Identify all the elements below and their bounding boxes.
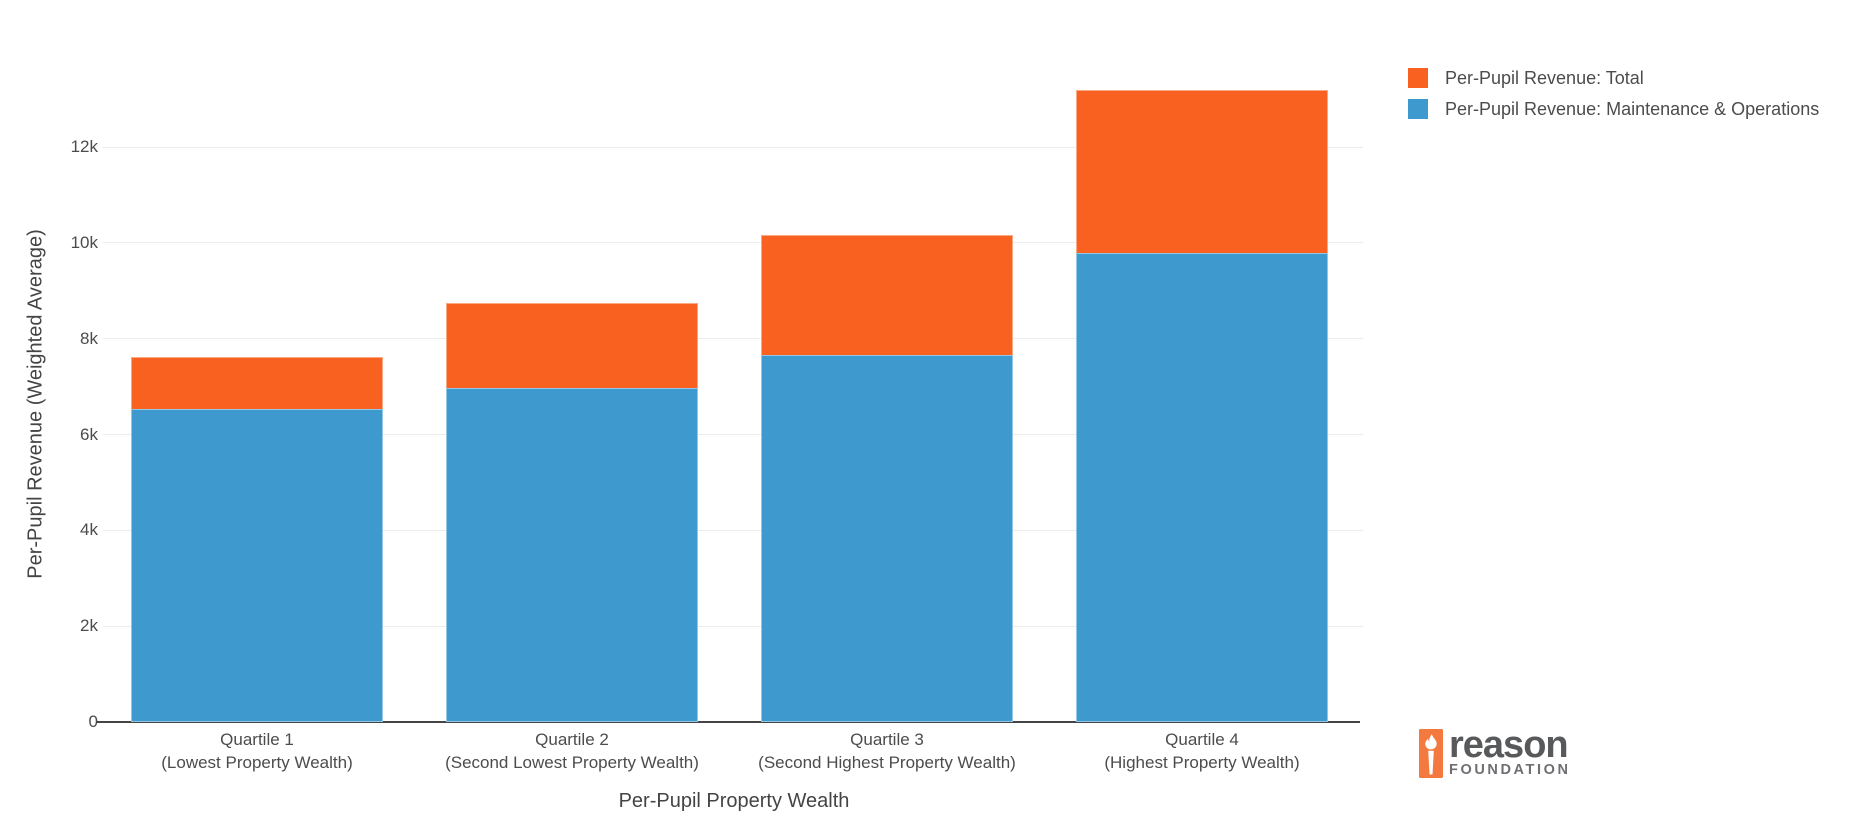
x-axis-title: Per-Pupil Property Wealth: [618, 790, 850, 812]
legend-swatch-icon: [1408, 68, 1428, 88]
gridline-10k: [103, 242, 1363, 244]
x-axis-line: [96, 721, 1360, 723]
bar-maintenance-operations-q1[interactable]: [131, 408, 383, 722]
legend-label: Per-Pupil Revenue: Maintenance & Operati…: [1445, 98, 1820, 119]
legend-item-total[interactable]: Per-Pupil Revenue: Total: [1408, 66, 1644, 90]
gridline-8k: [103, 338, 1363, 340]
legend-label: Per-Pupil Revenue: Total: [1445, 67, 1644, 88]
x-tick-label-quartile-4: Quartile 4 (Highest Property Wealth): [1104, 728, 1299, 774]
bar-maintenance-operations-q3[interactable]: [761, 355, 1013, 722]
bar-maintenance-operations-q2[interactable]: [446, 387, 698, 722]
x-tick-label-line: Quartile 4: [1165, 730, 1239, 749]
x-tick-label-line: (Lowest Property Wealth): [161, 753, 353, 772]
x-tick-label-quartile-1: Quartile 1 (Lowest Property Wealth): [161, 728, 352, 774]
x-tick-label-line: Quartile 1: [220, 730, 294, 749]
x-tick-label-quartile-2: Quartile 2 (Second Lowest Property Wealth…: [445, 728, 699, 774]
y-tick-label-0: 0: [88, 712, 98, 731]
logo-subtext: FOUNDATION: [1449, 762, 1571, 778]
logo-name: reason: [1449, 724, 1569, 766]
torch-icon: [1419, 729, 1443, 778]
gridline-2k: [103, 625, 1363, 627]
y-tick-label-12k: 12k: [70, 137, 98, 156]
x-tick-label-line: (Second Lowest Property Wealth): [445, 753, 699, 772]
y-tick-label-2k: 2k: [80, 616, 98, 636]
legend-swatch-icon: [1408, 99, 1428, 119]
gridline-6k: [103, 434, 1363, 435]
y-tick-label-8k: 8k: [80, 328, 98, 348]
legend-item-maintenance-operations[interactable]: Per-Pupil Revenue: Maintenance & Operati…: [1408, 97, 1819, 121]
x-tick-label-line: Quartile 2: [535, 730, 609, 749]
x-tick-label-line: (Highest Property Wealth): [1104, 753, 1300, 772]
logo-text: reason FOUNDATION: [1449, 724, 1571, 778]
x-tick-label-line: Quartile 3: [850, 730, 924, 749]
bar-maintenance-operations-q4[interactable]: [1076, 253, 1328, 722]
x-tick-label-quartile-3: Quartile 3 (Second Highest Property Wealt…: [758, 728, 1016, 774]
y-tick-label-4k: 4k: [80, 520, 98, 540]
gridline-12k: [103, 146, 1363, 148]
y-tick-label-10k: 10k: [70, 232, 98, 252]
y-tick-label-6k: 6k: [80, 424, 98, 444]
reason-foundation-logo: reason FOUNDATION: [1419, 724, 1571, 778]
gridline-4k: [103, 529, 1363, 531]
x-tick-label-line: (Second Highest Property Wealth): [758, 753, 1016, 772]
